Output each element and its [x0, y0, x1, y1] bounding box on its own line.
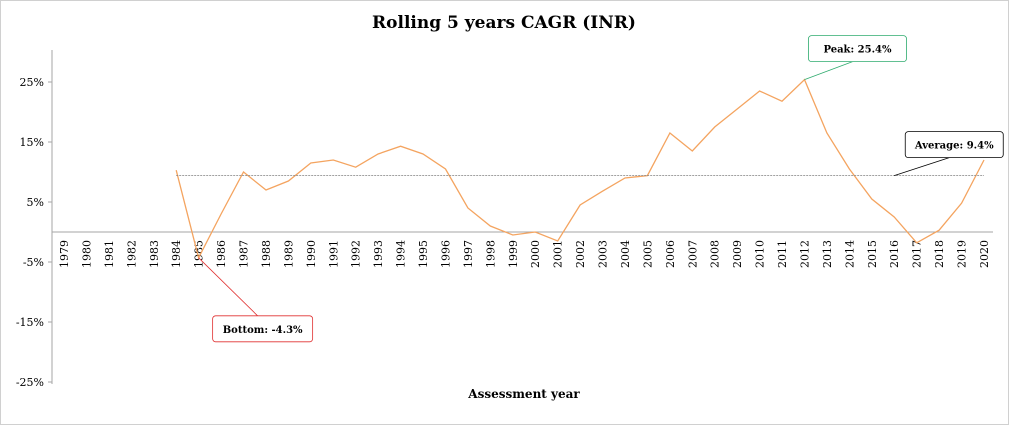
y-tick-label: 25% [20, 76, 44, 89]
x-tick-label: 1990 [305, 240, 318, 268]
peak-callout: Peak: 25.4% [804, 35, 907, 80]
x-tick-label: 2007 [686, 240, 699, 268]
callout-label: Average: 9.4% [914, 141, 994, 152]
x-tick-label: 1999 [507, 240, 520, 268]
y-tick-label: -25% [16, 376, 44, 389]
x-tick-label: 1983 [148, 240, 161, 268]
x-tick-label: 2010 [754, 240, 767, 268]
x-tick-label: 1994 [395, 240, 408, 268]
callout-leader [198, 257, 258, 317]
callout-leader [894, 157, 950, 176]
x-tick-label: 1988 [260, 240, 273, 268]
cagr-series-line [175, 78, 985, 260]
callout-label: Bottom: -4.3% [223, 325, 303, 336]
x-tick-label: 2014 [843, 240, 856, 268]
x-tick-label: 2002 [574, 240, 587, 268]
x-tick-label: 2015 [866, 240, 879, 268]
x-tick-label: 2008 [709, 240, 722, 268]
x-axis-title: Assessment year [467, 387, 580, 401]
x-tick-label: 2011 [776, 240, 789, 268]
x-tick-label: 2005 [641, 240, 654, 268]
x-tick-label: 1995 [417, 240, 430, 268]
chart-title: Rolling 5 years CAGR (INR) [372, 13, 636, 33]
x-tick-label: 2001 [552, 240, 565, 268]
callout-box [212, 315, 314, 343]
callout-layer: Peak: 25.4% Average: 9.4% Bottom: -4.3% [198, 35, 1004, 343]
x-tick-label: 1998 [484, 240, 497, 268]
x-tick-label: 2013 [821, 240, 834, 268]
callout-label: Peak: 25.4% [823, 45, 892, 56]
x-tick-label: 1986 [215, 240, 228, 268]
series-layer [175, 78, 985, 260]
x-tick-label: 1979 [58, 240, 71, 268]
x-tick-label: 2009 [731, 240, 744, 268]
x-tick-label: 1992 [350, 240, 363, 268]
x-tick-label: 2018 [933, 240, 946, 268]
x-tick-label: 2017 [911, 240, 924, 268]
x-tick-label: 2012 [798, 240, 811, 268]
bottom-callout: Bottom: -4.3% [198, 257, 314, 343]
x-tick-label: 1989 [282, 240, 295, 268]
x-tick-label: 2019 [956, 240, 969, 268]
x-tick-label: 1987 [238, 240, 251, 268]
y-tick-label: -15% [16, 316, 44, 329]
x-tick-label: 1982 [125, 240, 138, 268]
callout-box [808, 35, 907, 62]
x-tick-label: 2020 [978, 240, 991, 268]
x-tick-label: 1984 [170, 240, 183, 268]
x-tick-label: 1980 [80, 240, 93, 268]
x-tick-label: 2000 [529, 240, 542, 268]
x-tick-label: 1991 [327, 240, 340, 268]
x-tick-label: 1993 [372, 240, 385, 268]
average-callout: Average: 9.4% [894, 131, 1004, 176]
callout-box [904, 131, 1004, 159]
x-tick-label: 2004 [619, 240, 632, 268]
x-tick-label: 2016 [888, 240, 901, 268]
x-tick-label: 1997 [462, 240, 475, 268]
x-tick-label: 1981 [103, 240, 116, 268]
y-axis: 25% 15% 5% -5% -15% -25% [16, 50, 53, 389]
y-tick-label: 5% [27, 196, 44, 209]
x-tick-label: 2003 [597, 240, 610, 268]
y-tick-label: 15% [20, 136, 44, 149]
x-tick-label: 2006 [664, 240, 677, 268]
x-tick-label: 1996 [439, 240, 452, 268]
y-tick-label: -5% [23, 256, 44, 269]
callout-leader [804, 61, 853, 80]
